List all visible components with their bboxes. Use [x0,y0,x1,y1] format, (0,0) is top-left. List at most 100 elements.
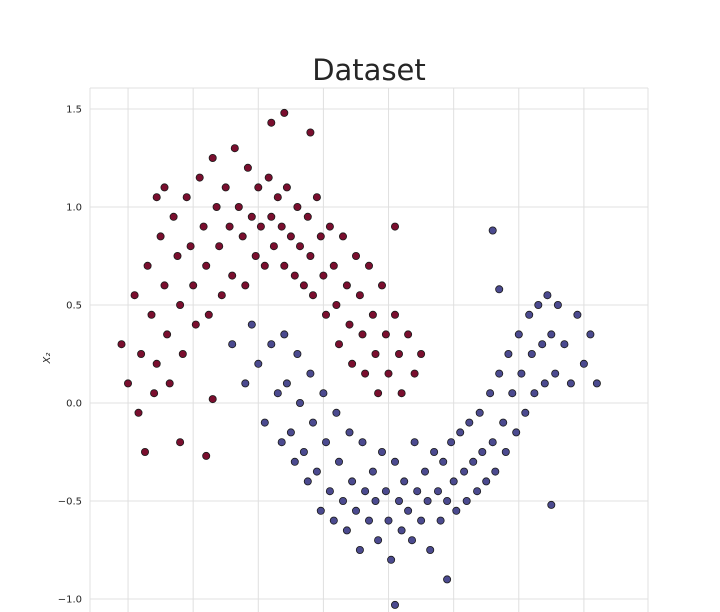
scatter-point-class-1 [551,369,560,378]
scatter-point-class-1 [387,555,396,564]
scatter-point-class-0 [243,163,252,172]
scatter-point-class-1 [553,300,562,309]
scatter-point-class-1 [443,496,452,505]
scatter-point-class-0 [204,310,213,319]
scatter-point-class-0 [295,242,304,251]
scatter-point-class-1 [517,369,526,378]
scatter-point-class-1 [504,349,513,358]
y-tick-label: 1.0 [66,203,82,214]
scatter-point-class-1 [462,496,471,505]
y-tick-label: −0.5 [58,497,82,508]
scatter-point-class-0 [293,202,302,211]
scatter-point-class-1 [384,516,393,525]
scatter-point-class-1 [475,408,484,417]
scatter-point-class-0 [143,261,152,270]
scatter-point-class-1 [351,506,360,515]
scatter-point-class-1 [439,457,448,466]
scatter-point-class-1 [290,457,299,466]
scatter-point-class-1 [423,496,432,505]
scatter-point-class-0 [208,395,217,404]
scatter-point-class-0 [124,379,133,388]
scatter-point-class-1 [308,418,317,427]
scatter-point-class-0 [215,242,224,251]
scatter-point-class-1 [456,428,465,437]
scatter-point-class-1 [449,477,458,486]
scatter-point-class-0 [355,291,364,300]
scatter-point-class-1 [420,467,429,476]
scatter-point-class-0 [410,369,419,378]
scatter-point-class-0 [342,281,351,290]
scatter-point-class-0 [140,447,149,456]
y-tick-label: 0.0 [66,399,82,410]
scatter-point-class-1 [410,438,419,447]
scatter-point-class-0 [308,291,317,300]
scatter-point-class-0 [267,212,276,221]
scatter-point-class-1 [286,428,295,437]
scatter-point-class-0 [390,222,399,231]
scatter-point-class-0 [202,261,211,270]
scatter-point-class-1 [338,496,347,505]
scatter-point-class-0 [186,242,195,251]
scatter-point-class-1 [566,379,575,388]
scatter-point-class-0 [221,183,230,192]
scatter-point-class-0 [377,281,386,290]
scatter-point-class-1 [332,408,341,417]
scatter-point-class-0 [290,271,299,280]
scatter-point-class-1 [293,349,302,358]
scatter-point-class-1 [488,226,497,235]
scatter-point-class-0 [191,320,200,329]
y-axis-label: X₂ [42,353,53,365]
scatter-point-class-1 [267,340,276,349]
scatter-point-class-1 [316,506,325,515]
scatter-point-class-1 [417,516,426,525]
scatter-point-class-1 [299,447,308,456]
scatter-point-class-1 [547,330,556,339]
scatter-point-class-1 [319,389,328,398]
scatter-point-class-1 [282,379,291,388]
scatter-point-class-1 [321,438,330,447]
scatter-point-class-0 [234,202,243,211]
scatter-point-class-0 [361,369,370,378]
y-tick-label: 1.5 [66,105,82,116]
scatter-point-class-1 [508,389,517,398]
scatter-point-class-1 [514,330,523,339]
scatter-point-class-0 [189,281,198,290]
scatter-point-class-1 [512,428,521,437]
scatter-point-class-0 [169,212,178,221]
scatter-point-class-1 [390,600,399,609]
scatter-point-class-0 [348,359,357,368]
scatter-point-class-0 [374,389,383,398]
scatter-point-class-1 [592,379,601,388]
scatter-point-class-1 [345,428,354,437]
y-tick-label: 0.5 [66,301,82,312]
scatter-point-class-0 [212,202,221,211]
scatter-point-class-1 [377,447,386,456]
scatter-point-class-0 [228,271,237,280]
scatter-point-class-0 [325,222,334,231]
scatter-point-class-1 [534,300,543,309]
scatter-point-class-0 [137,349,146,358]
scatter-point-class-0 [230,144,239,153]
scatter-point-class-0 [299,281,308,290]
scatter-point-class-1 [355,546,364,555]
scatter-point-class-0 [260,261,269,270]
scatter-point-class-0 [202,451,211,460]
scatter-point-class-1 [374,536,383,545]
scatter-point-class-0 [176,438,185,447]
scatter-point-class-1 [521,408,530,417]
scatter-point-class-1 [540,379,549,388]
scatter-point-class-1 [247,320,256,329]
scatter-point-class-1 [390,457,399,466]
plot-background [90,88,648,612]
scatter-point-class-1 [364,516,373,525]
scatter-point-class-0 [280,108,289,117]
scatter-point-class-1 [306,369,315,378]
scatter-point-class-0 [277,222,286,231]
scatter-point-class-0 [404,330,413,339]
scatter-point-class-0 [160,281,169,290]
scatter-point-class-1 [525,310,534,319]
scatter-point-class-1 [482,477,491,486]
scatter-point-class-1 [478,447,487,456]
scatter-points [117,108,601,609]
